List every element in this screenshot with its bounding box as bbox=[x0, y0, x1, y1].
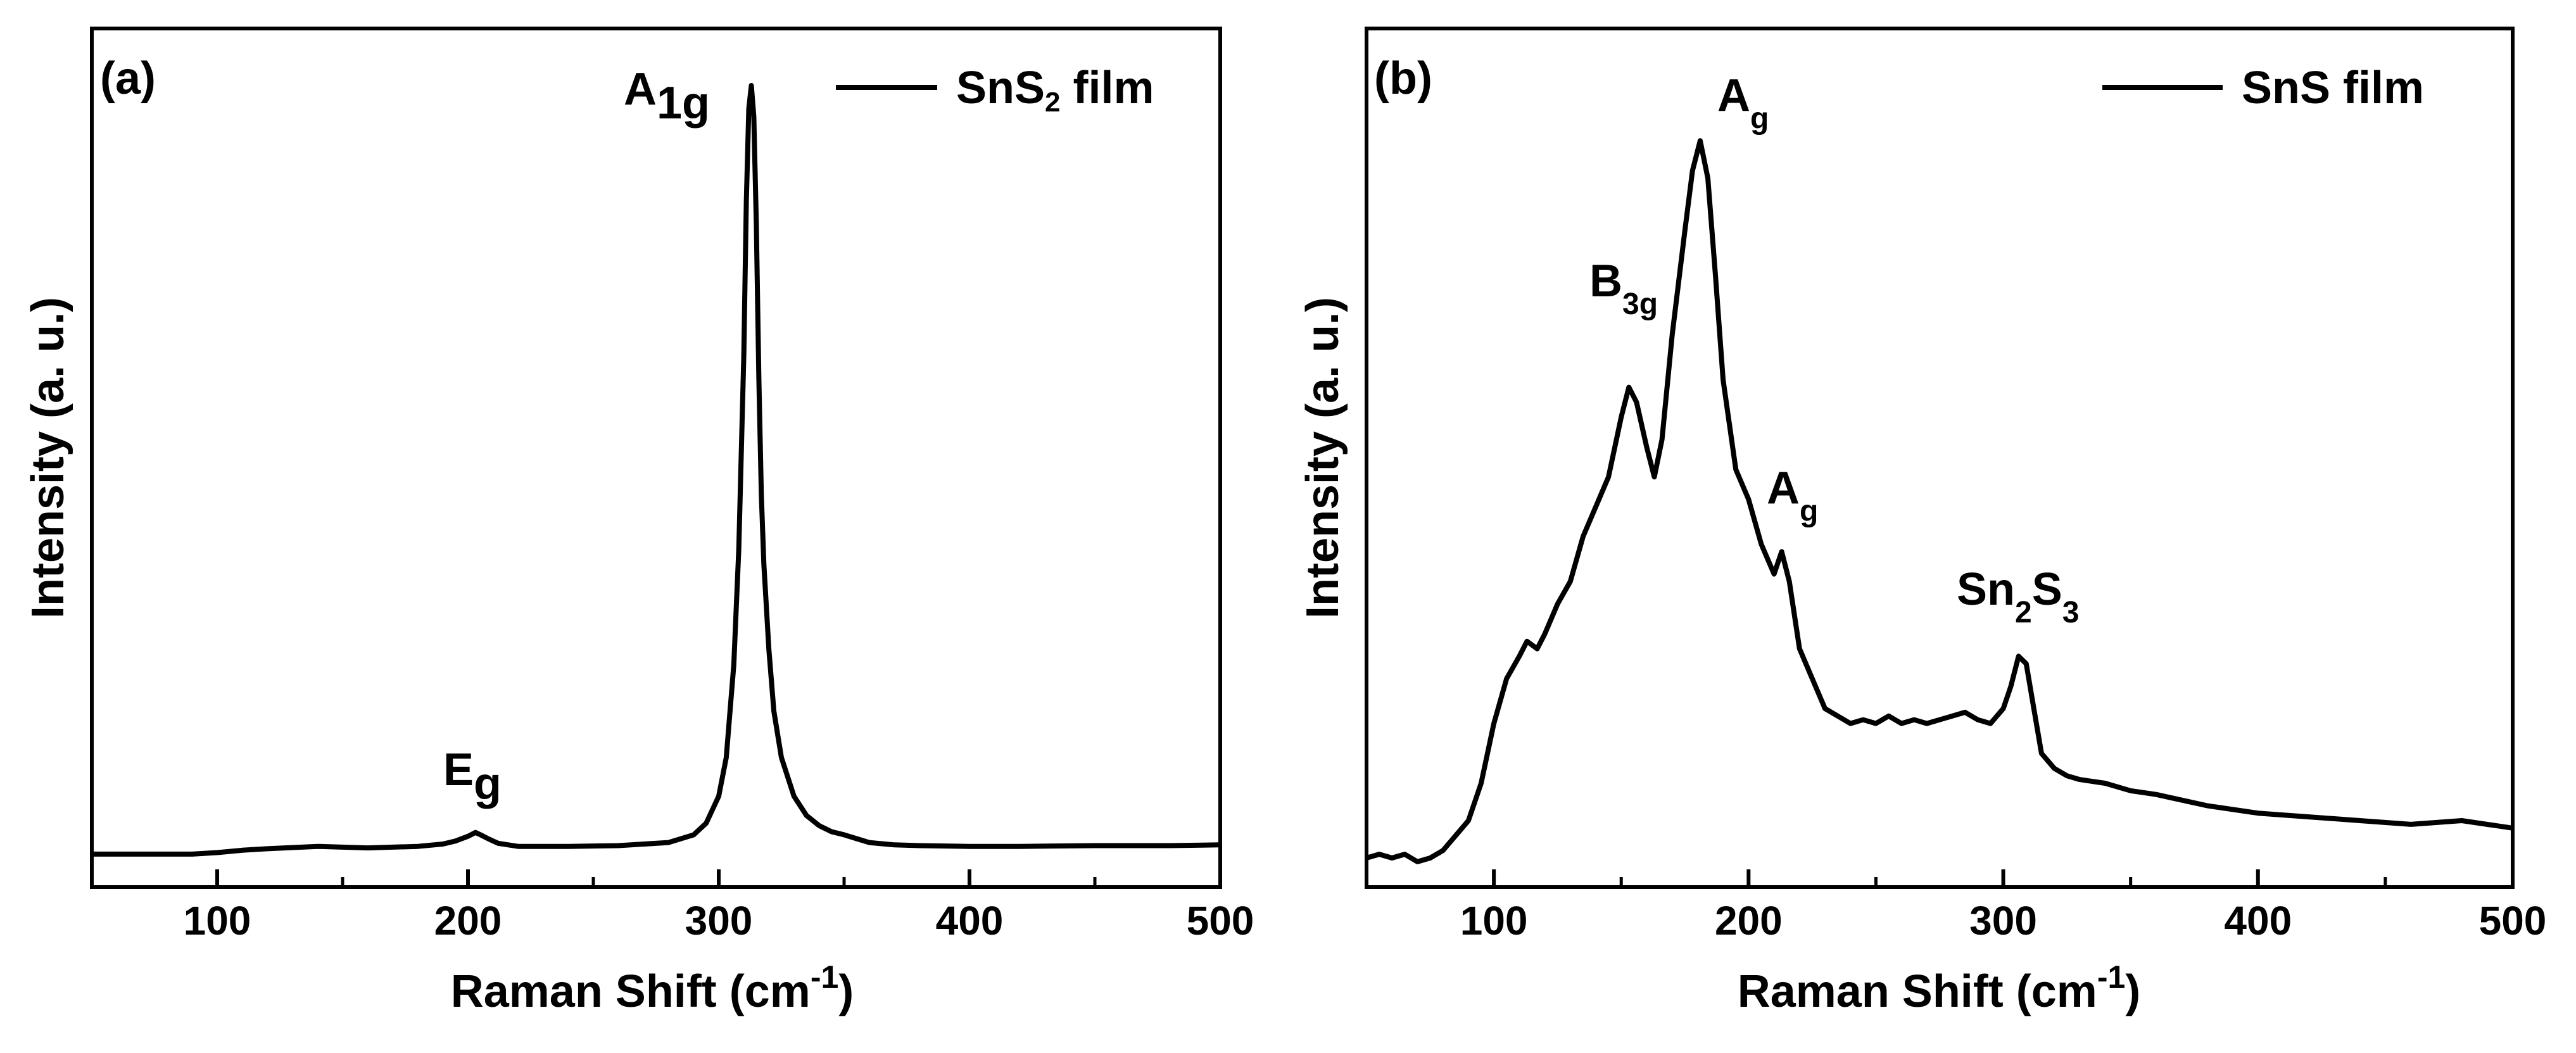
plot-frame bbox=[90, 27, 1222, 889]
peak-label-ag-secondary: Ag bbox=[1767, 463, 1818, 528]
x-tick-label: 500 bbox=[1187, 898, 1254, 943]
peak-label-sn2s3: Sn2S3 bbox=[1957, 564, 2079, 629]
panel-b: 100 200 300 400 500 (b) SnS film Ag B3g Ag S… bbox=[1297, 27, 2547, 1017]
peak-label-eg: Eg bbox=[443, 745, 502, 809]
x-tick-label: 400 bbox=[936, 898, 1004, 943]
panel-label: (a) bbox=[100, 53, 156, 104]
legend-label: SnS film bbox=[2242, 63, 2424, 113]
peak-label-b3g: B3g bbox=[1589, 256, 1658, 321]
series-line bbox=[92, 83, 1221, 857]
x-ticks bbox=[1365, 869, 2515, 887]
x-tick-label: 300 bbox=[1969, 898, 2037, 943]
x-axis-label: Raman Shift (cm-1) bbox=[1738, 959, 2141, 1017]
x-axis-label: Raman Shift (cm-1) bbox=[451, 959, 854, 1017]
plot-frame bbox=[1365, 27, 2515, 889]
x-tick-label: 200 bbox=[434, 898, 502, 943]
x-ticks bbox=[90, 869, 1222, 887]
y-axis-label: Intensity (a. u.) bbox=[23, 297, 73, 619]
x-tick-label: 100 bbox=[1460, 898, 1528, 943]
x-tick-label: 500 bbox=[2479, 898, 2547, 943]
x-tick-labels: 100 200 300 400 500 bbox=[1460, 898, 2547, 943]
peak-label-a1g: A1g bbox=[624, 64, 710, 129]
panel-a: 100 200 300 400 500 (a) SnS2 film A1g Eg Int… bbox=[23, 27, 1254, 1017]
legend-label: SnS2 film bbox=[956, 63, 1154, 118]
x-tick-label: 200 bbox=[1715, 898, 1783, 943]
y-axis-label: Intensity (a. u.) bbox=[1297, 297, 1348, 619]
x-tick-label: 300 bbox=[685, 898, 753, 943]
panel-label: (b) bbox=[1374, 53, 1432, 104]
peak-label-ag-main: Ag bbox=[1717, 70, 1769, 136]
x-tick-label: 400 bbox=[2224, 898, 2292, 943]
series-line bbox=[1365, 138, 2513, 864]
x-tick-label: 100 bbox=[184, 898, 251, 943]
x-tick-labels: 100 200 300 400 500 bbox=[184, 898, 1254, 943]
